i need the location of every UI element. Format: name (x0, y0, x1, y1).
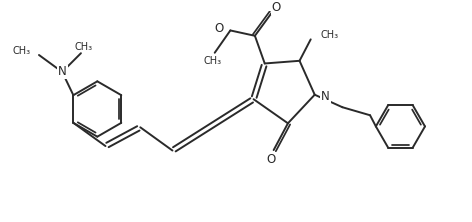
Text: CH₃: CH₃ (320, 30, 338, 40)
Text: CH₃: CH₃ (203, 56, 221, 66)
Text: O: O (266, 153, 276, 166)
Text: N: N (321, 90, 330, 103)
Text: CH₃: CH₃ (13, 46, 31, 56)
Text: O: O (215, 22, 224, 35)
Text: O: O (272, 1, 281, 14)
Text: N: N (58, 65, 67, 78)
Text: CH₃: CH₃ (74, 42, 92, 52)
